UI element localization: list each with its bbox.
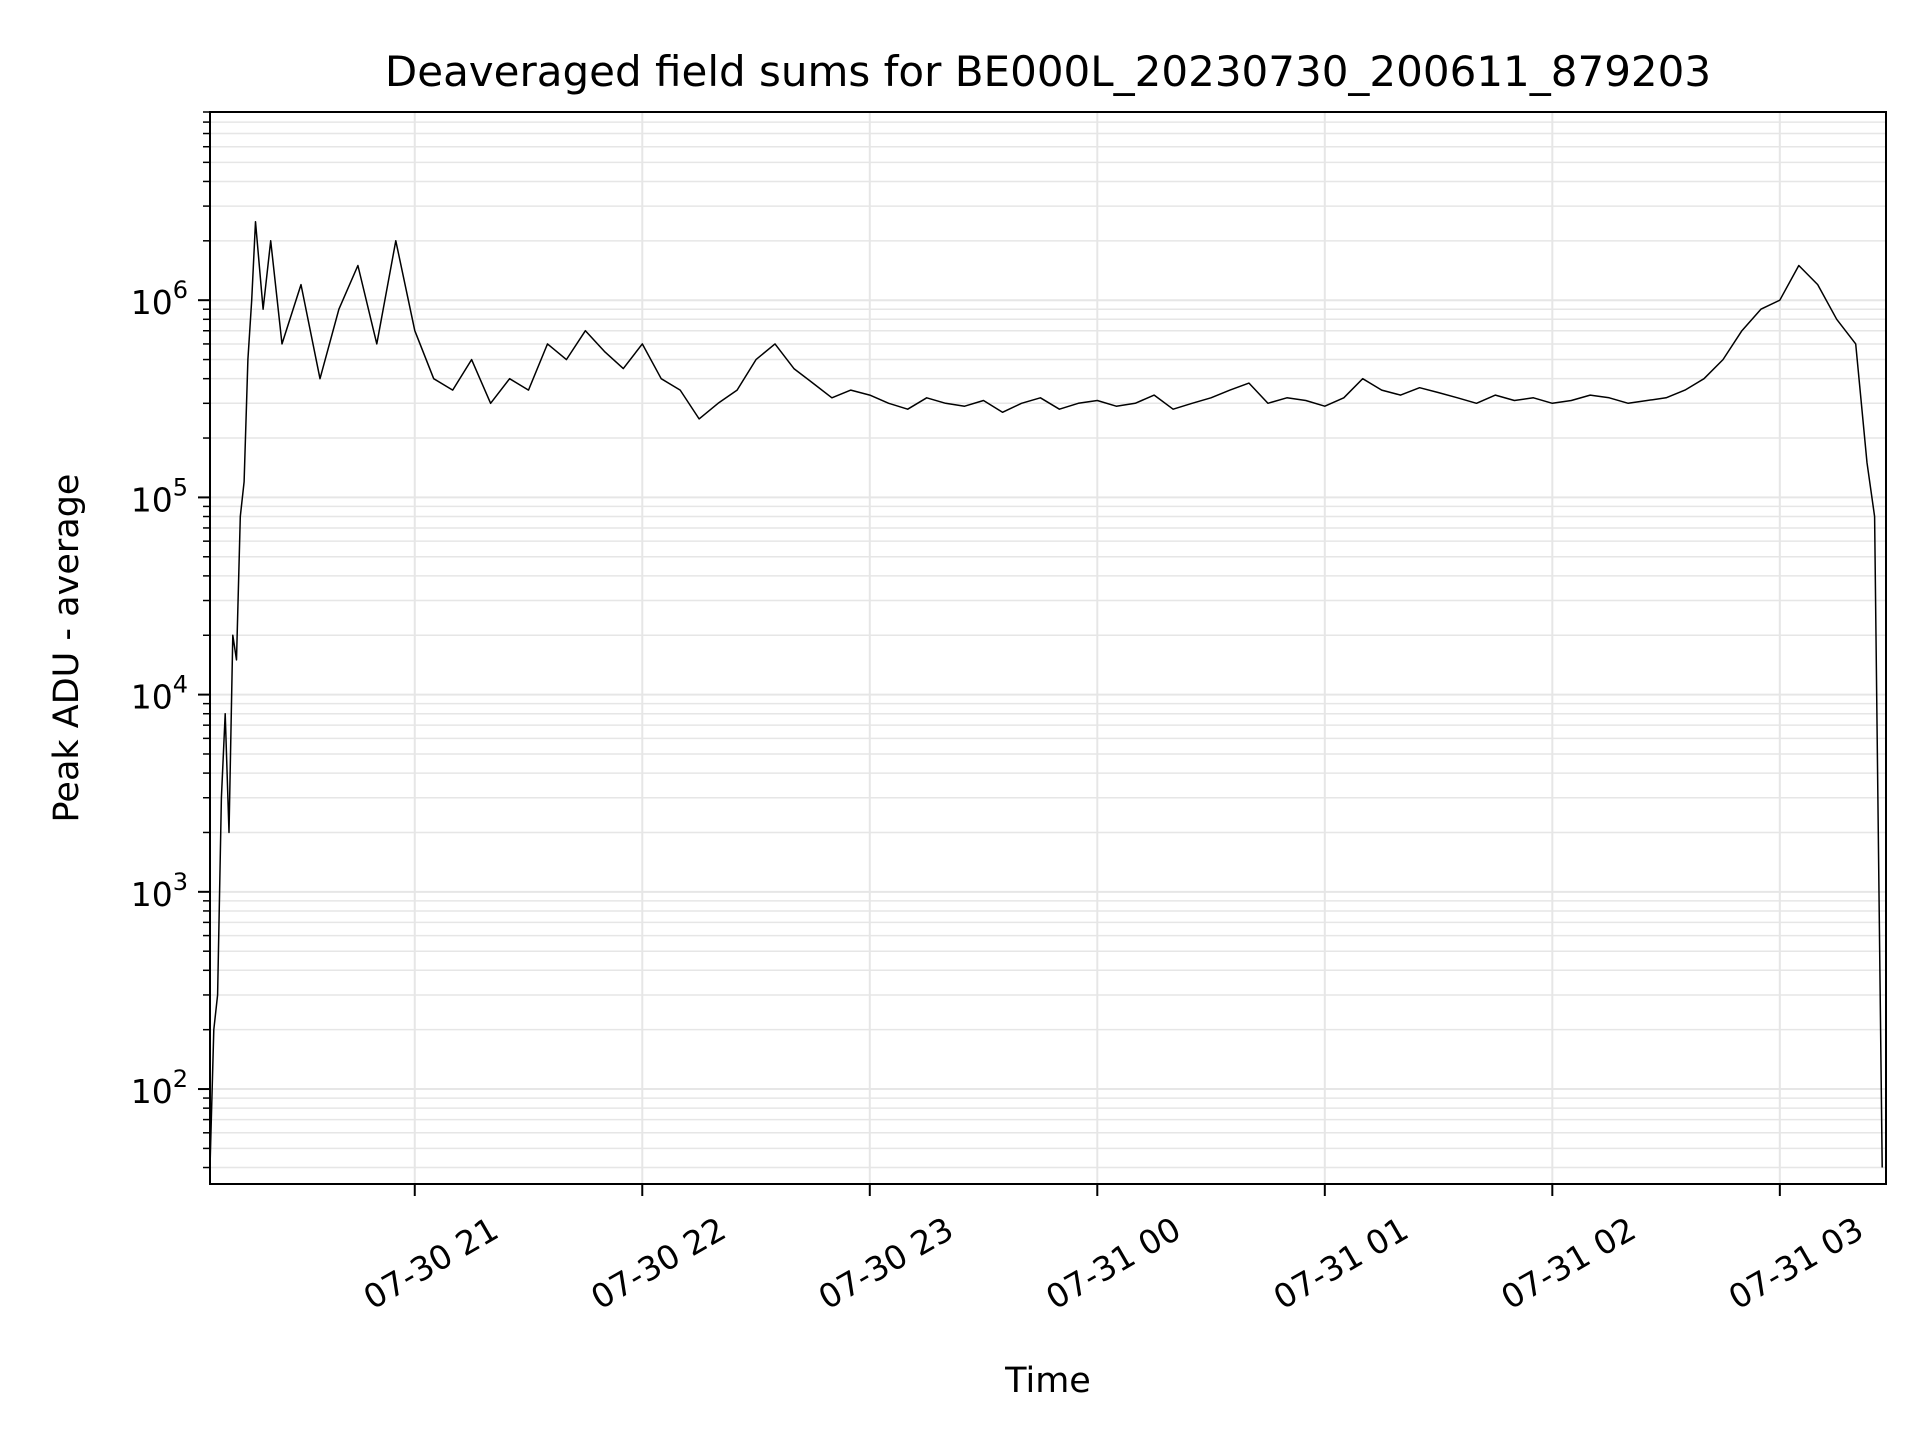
- y-tick-label: 105: [131, 473, 188, 519]
- series-line-0: [209, 220, 1883, 1168]
- y-axis-title: Peak ADU - average: [47, 474, 87, 823]
- grid: [210, 111, 1886, 1184]
- plot-frame: [209, 111, 1887, 1185]
- y-tick-label: 103: [131, 868, 188, 914]
- y-tick-label: 102: [131, 1065, 188, 1111]
- y-tick-label: 104: [131, 671, 188, 717]
- series-layer: [209, 220, 1883, 1168]
- chart-title: Deaveraged field sums for BE000L_2023073…: [385, 47, 1711, 96]
- x-axis-title: Time: [1004, 1361, 1091, 1401]
- y-tick-label: 106: [131, 276, 188, 322]
- y-axis: 102 103 104 105 106: [131, 111, 210, 1169]
